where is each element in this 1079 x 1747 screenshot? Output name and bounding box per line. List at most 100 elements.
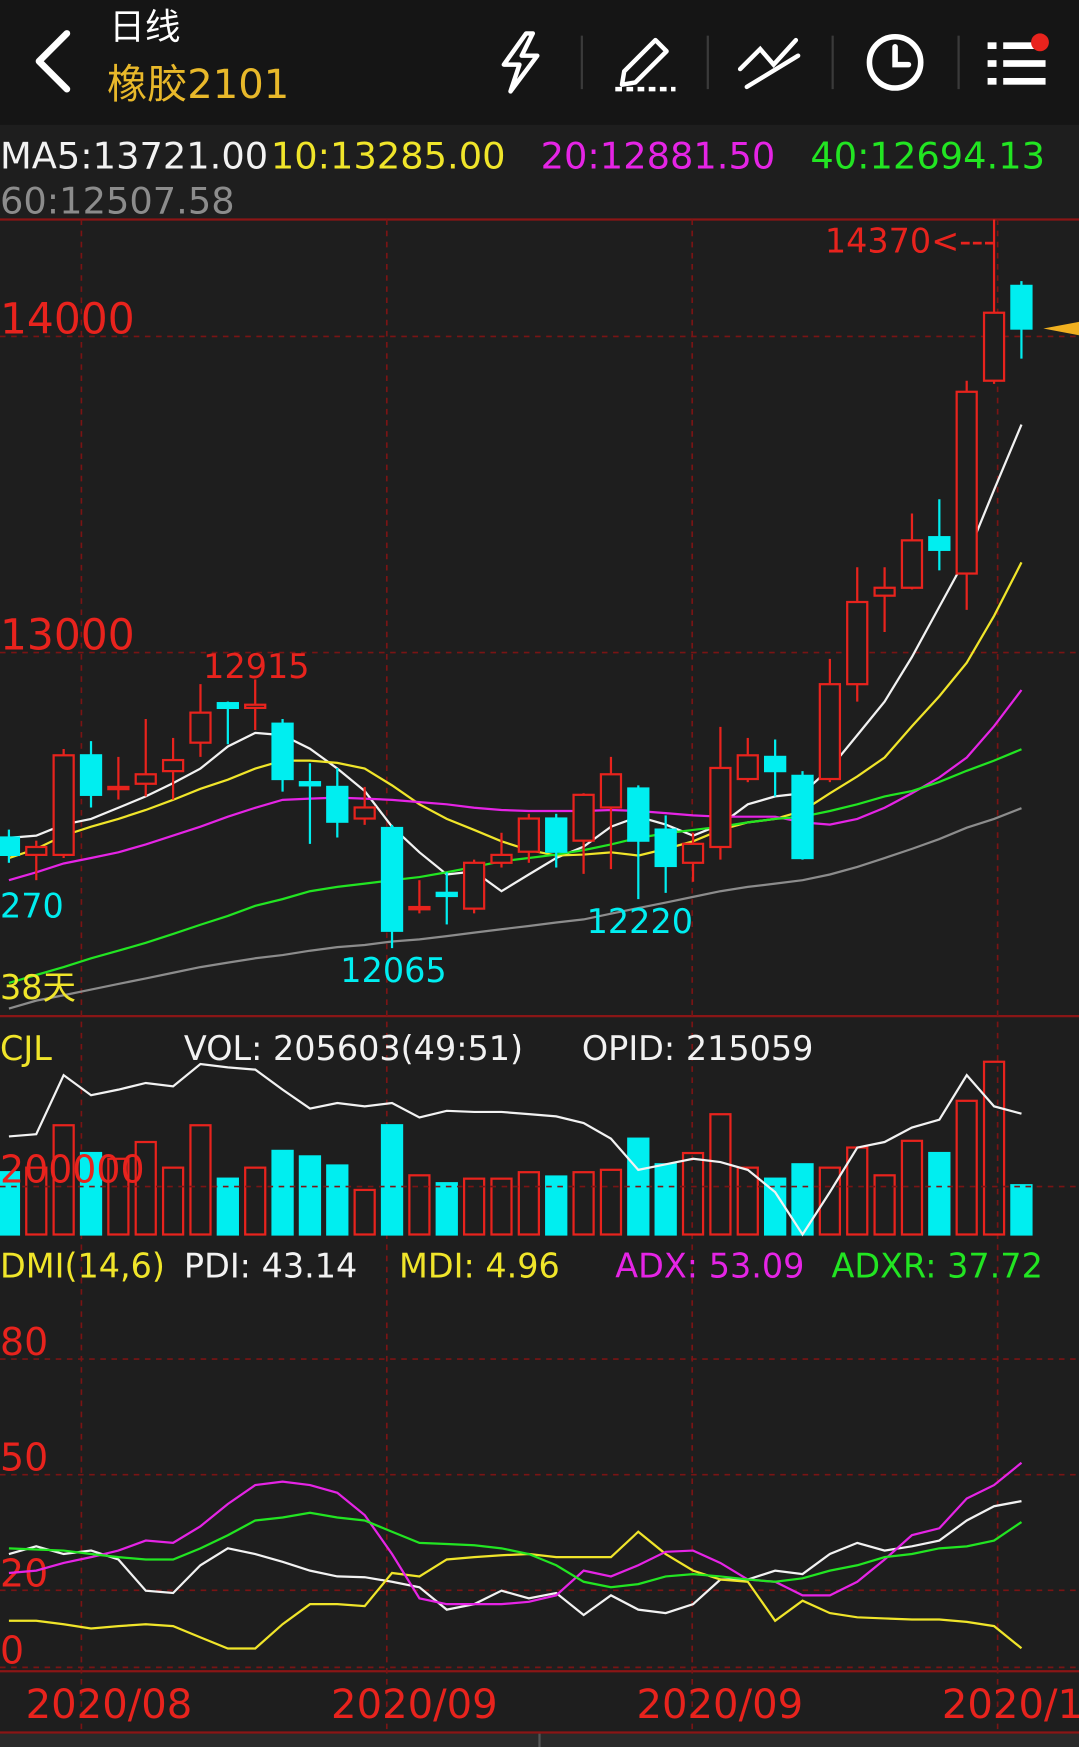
volume-bar <box>353 1188 376 1236</box>
volume-bar <box>298 1155 322 1236</box>
legend-entry: OPID: 215059 <box>582 1029 814 1068</box>
symbol-name: 橡胶2101 <box>107 62 289 108</box>
volume-bar <box>928 1151 951 1236</box>
candle-body <box>244 703 267 710</box>
y-tick-label: 200000 <box>0 1148 145 1192</box>
legend-entry: 60:12507.58 <box>0 179 235 222</box>
candle-body <box>408 905 431 911</box>
indicator-line <box>8 424 1023 893</box>
indicator-line <box>8 1062 1022 1237</box>
legend-entry: VOL: 205603(49:51) <box>184 1029 523 1068</box>
x-tick-label: 2020/1 <box>942 1682 1079 1728</box>
menu-icon[interactable] <box>987 33 1049 85</box>
candle-body <box>928 536 951 551</box>
indicator-line <box>8 1530 1023 1650</box>
annotation: 12915 <box>203 647 309 686</box>
candle-body <box>353 806 376 820</box>
indicator-line <box>8 748 1022 984</box>
candle-body <box>900 539 924 589</box>
annotation: 12065 <box>340 951 446 990</box>
indicator-line <box>8 689 1023 882</box>
volume-bar <box>517 1171 541 1236</box>
volume-bar <box>271 1149 294 1236</box>
candle-body <box>161 758 185 773</box>
candle-body <box>846 600 869 686</box>
panel-title: CJL <box>0 1029 52 1068</box>
indicator-line <box>8 1461 1023 1606</box>
volume-bar <box>873 1174 896 1236</box>
volume-bar <box>818 1166 842 1236</box>
clock-icon[interactable] <box>866 33 924 91</box>
drawing-line-icon[interactable] <box>737 37 801 90</box>
y-tick-label: 20 <box>0 1551 48 1595</box>
volume-bar <box>900 1139 924 1236</box>
candle-body <box>818 683 842 781</box>
candle-body <box>380 826 404 932</box>
lightning-icon[interactable] <box>501 31 540 94</box>
last-price-marker <box>1043 321 1079 336</box>
volume-bar <box>244 1166 267 1236</box>
candle-body <box>1010 284 1033 330</box>
pencil-icon[interactable] <box>615 37 676 92</box>
y-tick-label: 13000 <box>0 611 135 660</box>
legend-entry: ADX: 53.09 <box>615 1246 804 1285</box>
x-tick-label: 2020/09 <box>636 1682 803 1728</box>
volume-bar <box>161 1166 185 1236</box>
volume-bar <box>25 1166 48 1236</box>
candle-body <box>271 722 294 781</box>
volume-bar <box>955 1099 978 1236</box>
legend-entry: 20:12881.50 <box>541 135 776 178</box>
candle-body <box>490 853 513 864</box>
volume-bar <box>736 1166 759 1236</box>
volume-bar <box>435 1182 458 1236</box>
candle-body <box>435 891 458 898</box>
y-tick-label: 50 <box>0 1436 48 1480</box>
candle-body <box>216 702 239 710</box>
annotation: 38天 <box>0 968 76 1007</box>
candle-body <box>763 755 787 773</box>
indicator-line <box>8 561 1023 860</box>
candle-body <box>326 785 349 823</box>
volume-bar <box>545 1175 568 1236</box>
y-tick-label: 80 <box>0 1320 48 1364</box>
candle-body <box>736 754 759 781</box>
volume-bar <box>134 1140 157 1236</box>
back-button[interactable] <box>35 30 71 93</box>
volume-bar <box>982 1060 1006 1236</box>
candle-body <box>599 773 623 809</box>
candle-body <box>134 773 157 785</box>
candle-body <box>189 711 212 744</box>
volume-bar <box>681 1151 705 1236</box>
volume-bar <box>490 1177 513 1236</box>
volume-bar <box>0 1171 21 1236</box>
candle-body <box>955 390 978 575</box>
volume-bar <box>462 1177 486 1236</box>
legend-entry: 10:13285.00 <box>271 135 506 178</box>
indicator-line <box>8 1511 1023 1589</box>
x-tick-label: 2020/09 <box>331 1682 498 1728</box>
candle-body <box>462 861 486 910</box>
indicator-line <box>8 807 1022 1010</box>
panel-title: DMI(14,6) <box>0 1246 165 1285</box>
x-tick-label: 2020/08 <box>26 1682 193 1728</box>
candle-body <box>25 845 48 857</box>
legend-entry: ADXR: 37.72 <box>832 1246 1043 1285</box>
candle-body <box>982 311 1006 382</box>
volume-bar <box>1010 1184 1033 1236</box>
candle-body <box>791 774 814 860</box>
y-tick-label: 0 <box>0 1628 24 1672</box>
candle-body <box>0 836 21 857</box>
candle-body <box>873 586 896 597</box>
candle-body <box>79 754 103 796</box>
legend-entry: MDI: 4.96 <box>399 1246 560 1285</box>
candle-body <box>298 781 322 787</box>
volume-bar <box>216 1177 239 1236</box>
volume-bar <box>408 1174 431 1236</box>
legend-entry: MA5:13721.00 <box>0 135 268 178</box>
indicator-line <box>8 1500 1022 1617</box>
volume-bar <box>52 1124 75 1236</box>
candle-body <box>572 793 595 842</box>
candle-body <box>709 766 732 849</box>
legend-entry: PDI: 43.14 <box>184 1246 357 1285</box>
